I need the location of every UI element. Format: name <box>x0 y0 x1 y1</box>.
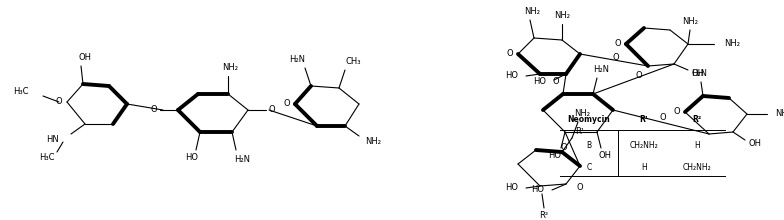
Text: H₃C: H₃C <box>39 154 55 163</box>
Text: HO: HO <box>505 183 518 192</box>
Text: NH₂: NH₂ <box>524 7 540 15</box>
Text: O: O <box>561 143 568 152</box>
Text: OH: OH <box>78 53 92 62</box>
Text: H: H <box>694 141 700 150</box>
Text: O: O <box>659 114 666 123</box>
Text: HO: HO <box>505 72 518 81</box>
Text: H: H <box>641 163 647 172</box>
Text: H₂N: H₂N <box>691 70 707 79</box>
Text: H₂N: H₂N <box>289 55 305 64</box>
Text: R²: R² <box>692 116 702 125</box>
Text: O: O <box>612 53 619 62</box>
Text: NH₂: NH₂ <box>682 18 698 26</box>
Text: O: O <box>577 183 583 192</box>
Text: NH₂: NH₂ <box>222 64 238 73</box>
Text: H₃C: H₃C <box>13 88 29 97</box>
Text: R²: R² <box>539 211 549 220</box>
Text: B: B <box>586 141 592 150</box>
Text: O: O <box>673 106 681 116</box>
Text: HO: HO <box>531 185 544 194</box>
Text: O: O <box>284 99 290 108</box>
Text: CH₃: CH₃ <box>345 57 361 66</box>
Text: CH₂NH₂: CH₂NH₂ <box>630 141 659 150</box>
Text: Neomycin: Neomycin <box>568 116 611 125</box>
Text: H₂N: H₂N <box>234 154 250 163</box>
Text: HO: HO <box>186 154 198 163</box>
Text: NH₂: NH₂ <box>724 40 740 48</box>
Text: NH₂: NH₂ <box>365 138 381 147</box>
Text: O: O <box>151 104 158 114</box>
Text: NH₂: NH₂ <box>574 110 590 119</box>
Text: O: O <box>506 48 514 57</box>
Text: O: O <box>615 38 621 48</box>
Text: R¹: R¹ <box>640 116 648 125</box>
Text: O: O <box>269 104 275 114</box>
Text: OH: OH <box>691 70 705 79</box>
Text: O: O <box>553 77 559 86</box>
Text: O: O <box>56 97 62 106</box>
Text: HO: HO <box>533 77 546 86</box>
Text: HN: HN <box>46 136 59 145</box>
Text: H₂N: H₂N <box>593 66 609 75</box>
Text: O: O <box>636 70 642 79</box>
Text: OH: OH <box>598 152 612 161</box>
Text: HO: HO <box>549 152 561 161</box>
Text: C: C <box>586 163 592 172</box>
Text: NH₂: NH₂ <box>775 110 784 119</box>
Text: NH₂: NH₂ <box>554 11 570 20</box>
Text: CH₂NH₂: CH₂NH₂ <box>683 163 711 172</box>
Text: R¹: R¹ <box>575 128 585 136</box>
Text: OH: OH <box>749 139 761 148</box>
